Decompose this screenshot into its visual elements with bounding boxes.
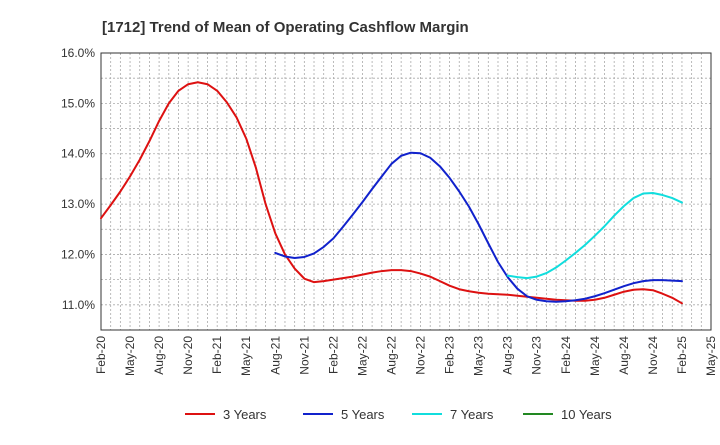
y-axis-ticks: 11.0% 12.0% 13.0% 14.0% 15.0% 16.0% — [61, 46, 95, 312]
series-line-3-years — [100, 81, 683, 305]
legend: 3 Years 5 Years 7 Years 10 Years — [185, 407, 612, 422]
x-tick-label: Nov-21 — [297, 336, 311, 375]
x-tick-label: May-25 — [704, 336, 718, 376]
gridlines — [101, 53, 711, 330]
series-line-5-years — [274, 151, 683, 303]
legend-label-3-years: 3 Years — [223, 407, 267, 422]
y-tick-label: 15.0% — [61, 96, 95, 110]
y-tick-label: 13.0% — [61, 197, 95, 211]
x-tick-label: Aug-20 — [152, 336, 166, 375]
y-tick-label: 16.0% — [61, 46, 95, 60]
x-tick-label: May-21 — [239, 336, 253, 376]
x-tick-label: Feb-21 — [210, 336, 224, 374]
chart-title: [1712] Trend of Mean of Operating Cashfl… — [102, 19, 469, 36]
x-tick-label: Feb-25 — [675, 336, 689, 374]
x-tick-label: Feb-24 — [559, 336, 573, 374]
x-tick-label: May-24 — [588, 336, 602, 376]
legend-label-5-years: 5 Years — [341, 407, 385, 422]
x-tick-label: May-20 — [123, 336, 137, 376]
y-tick-label: 14.0% — [61, 147, 95, 161]
x-tick-label: Nov-23 — [530, 336, 544, 375]
legend-label-10-years: 10 Years — [561, 407, 612, 422]
x-tick-label: Aug-22 — [384, 336, 398, 375]
y-tick-label: 11.0% — [62, 298, 95, 312]
x-tick-label: Nov-20 — [181, 336, 195, 375]
y-tick-label: 12.0% — [61, 247, 95, 261]
x-tick-label: Aug-21 — [268, 336, 282, 375]
legend-label-7-years: 7 Years — [450, 407, 494, 422]
series-line-7-years — [506, 192, 683, 280]
x-tick-label: Feb-20 — [94, 336, 108, 374]
x-tick-label: Aug-24 — [617, 336, 631, 375]
x-tick-label: Feb-23 — [443, 336, 457, 374]
x-tick-label: Aug-23 — [501, 336, 515, 375]
x-tick-label: Feb-22 — [326, 336, 340, 374]
series-lines — [100, 81, 683, 305]
plot-area-frame — [100, 52, 712, 331]
x-tick-label: Nov-24 — [646, 336, 660, 375]
x-tick-label: May-23 — [472, 336, 486, 376]
x-tick-label: Nov-22 — [414, 336, 428, 375]
x-tick-label: May-22 — [355, 336, 369, 376]
x-axis-ticks: Feb-20 May-20 Aug-20 Nov-20 Feb-21 May-21 Aug-… — [94, 336, 718, 376]
